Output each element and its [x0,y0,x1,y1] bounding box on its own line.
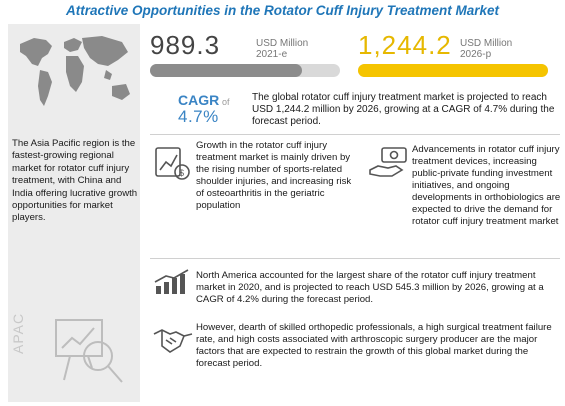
stat-2021-year: 2021-e [256,49,288,60]
stat-2021-bar [150,64,340,77]
advancements-text: Advancements in rotator cuff injury trea… [412,144,561,227]
cagr-label: CAGR [178,92,220,108]
stat-2026-unit: USD Million [460,38,513,49]
world-map-icon [20,36,130,106]
stat-2021-unit: USD Million [256,38,309,49]
stat-2026-year: 2026-p [460,49,492,60]
divider [150,134,560,135]
stat-2021-value: 989.3 [150,30,221,60]
divider [150,258,560,259]
apac-description: The Asia Pacific region is the fastest-g… [12,138,138,224]
svg-text:$: $ [179,168,184,178]
cagr-value: 4.7% [178,107,219,126]
apac-chart-icon [55,319,123,383]
growth-drivers-text: Growth in the rotator cuff injury treatm… [196,140,352,211]
apac-label: APAC [10,312,26,354]
stat-2026-value: 1,244.2 [358,30,452,60]
money-hand-icon [369,147,407,177]
stat-2026-bar [358,64,548,77]
stat-2021-bar-fill [150,64,302,77]
north-america-text: North America accounted for the largest … [196,270,544,305]
cagr-of: of [222,97,230,107]
handshake-icon [153,329,193,353]
market-summary: The global rotator cuff injury treatment… [252,92,555,127]
restraint-text: However, dearth of skilled orthopedic pr… [196,322,552,369]
growth-chart-icon: $ [155,147,190,180]
apac-panel: The Asia Pacific region is the fastest-g… [8,24,140,402]
stat-2026-bar-fill [358,64,548,77]
growth-bars-icon [154,269,189,294]
page-title: Attractive Opportunities in the Rotator … [65,3,500,18]
